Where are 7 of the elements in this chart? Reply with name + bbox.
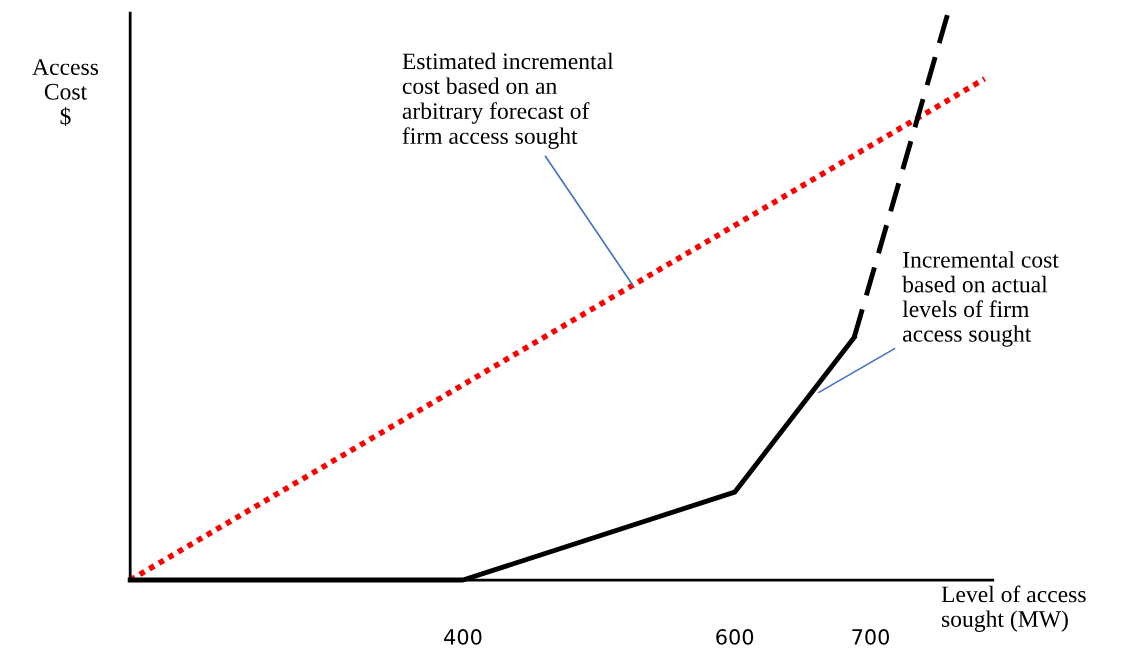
annotation: Estimated incremental cost based on an arbitrary forecast of firm access sought <box>402 52 614 149</box>
x-tick-label: 600 <box>716 629 754 645</box>
y-axis-title: Access Cost $ <box>32 59 99 126</box>
x-axis-title: Level of access sought (MW) <box>941 585 1086 632</box>
x-tick-label: 700 <box>852 629 890 645</box>
x-tick-label: 400 <box>444 629 482 645</box>
annotation: Incremental cost based on actual levels of firm access sought <box>902 251 1059 347</box>
